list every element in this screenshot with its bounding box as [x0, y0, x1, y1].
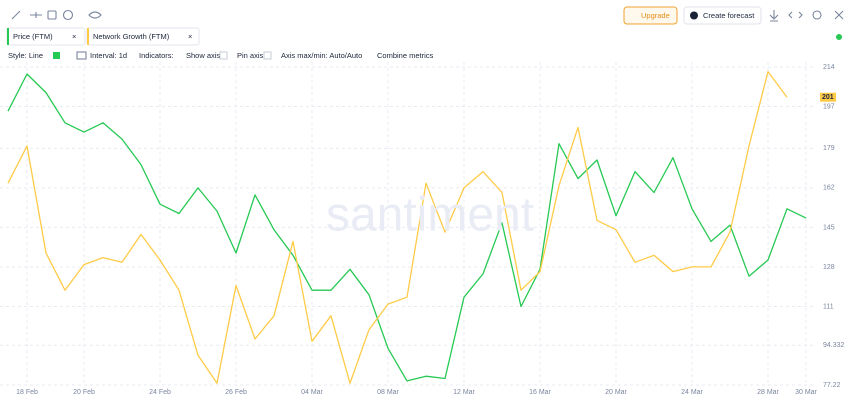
y-tick-label: 162	[823, 185, 835, 192]
y-tick-label: 77.22	[823, 382, 841, 389]
tab-close[interactable]: ×	[72, 32, 76, 41]
series-line	[7, 70, 788, 384]
tab-close[interactable]: ×	[188, 32, 192, 41]
tab-price-accent	[7, 28, 9, 45]
y-tick-label: 111	[823, 303, 834, 310]
embed-icon[interactable]	[788, 11, 803, 19]
checkbox[interactable]	[263, 51, 272, 60]
y-tick-label: 128	[823, 264, 835, 271]
series-line	[7, 73, 807, 382]
interval-option[interactable]: Interval: 1d	[90, 51, 127, 60]
tab-label: Network Growth (FTM)	[93, 32, 170, 41]
settings-icon[interactable]	[812, 10, 822, 20]
x-tick-label: 12 Mar	[453, 389, 475, 396]
checkbox[interactable]	[219, 51, 228, 60]
indicators-option[interactable]: Indicators:	[139, 51, 174, 60]
line-tool[interactable]	[11, 10, 21, 20]
x-tick-label: 28 Mar	[757, 389, 779, 396]
pin-axis-option[interactable]: Pin axis	[237, 51, 264, 60]
live-dot	[836, 34, 842, 40]
upgrade-button[interactable]	[623, 6, 678, 25]
plot: 214 197 179 162 145 128 111 94.332 77.22 18 Feb 20…	[0, 62, 845, 396]
visibility-tool[interactable]	[88, 11, 102, 19]
upgrade-label: Upgrade	[641, 11, 670, 20]
x-tick-label: 20 Mar	[605, 389, 627, 396]
combine-option[interactable]: Combine metrics	[377, 51, 434, 60]
note-tool[interactable]	[47, 10, 57, 20]
x-tick-label: 24 Mar	[681, 389, 703, 396]
tab-label: Price (FTM)	[13, 32, 53, 41]
style-option[interactable]: Style: Line	[8, 51, 43, 60]
toolbar-icons	[11, 9, 102, 21]
y-tick-label: 214	[823, 64, 835, 71]
x-tick-label: 24 Feb	[149, 389, 171, 396]
axis-range-option[interactable]: Axis max/min: Auto/Auto	[281, 51, 362, 60]
x-tick-label: 04 Mar	[301, 389, 323, 396]
close-icon[interactable]	[834, 10, 844, 20]
y-tick-label: 197	[823, 103, 835, 110]
tab-network-accent	[87, 28, 89, 45]
show-axis-option[interactable]: Show axis	[186, 51, 220, 60]
forecast-label: Create forecast	[703, 11, 755, 20]
last-value-label: 201	[822, 94, 834, 101]
watermark: santiment	[326, 189, 534, 242]
last-value-badge	[820, 92, 836, 102]
y-tick-label: 94.332	[823, 342, 845, 349]
x-tick-label: 16 Mar	[529, 389, 551, 396]
download-icon[interactable]	[769, 10, 779, 22]
x-tick-label: 26 Feb	[225, 389, 247, 396]
calendar-icon	[76, 51, 87, 60]
forecast-button[interactable]	[683, 6, 762, 25]
x-tick-label: 20 Feb	[73, 389, 95, 396]
emoji-tool[interactable]	[62, 9, 74, 21]
x-tick-label: 08 Mar	[377, 389, 399, 396]
x-tick-label: 18 Feb	[16, 389, 38, 396]
y-tick-label: 179	[823, 145, 835, 152]
forecast-icon	[690, 11, 698, 20]
y-tick-label: 145	[823, 224, 835, 231]
x-tick-label: 30 Mar	[795, 389, 817, 396]
hline-tool[interactable]	[30, 12, 42, 18]
color-swatch[interactable]	[53, 52, 60, 59]
